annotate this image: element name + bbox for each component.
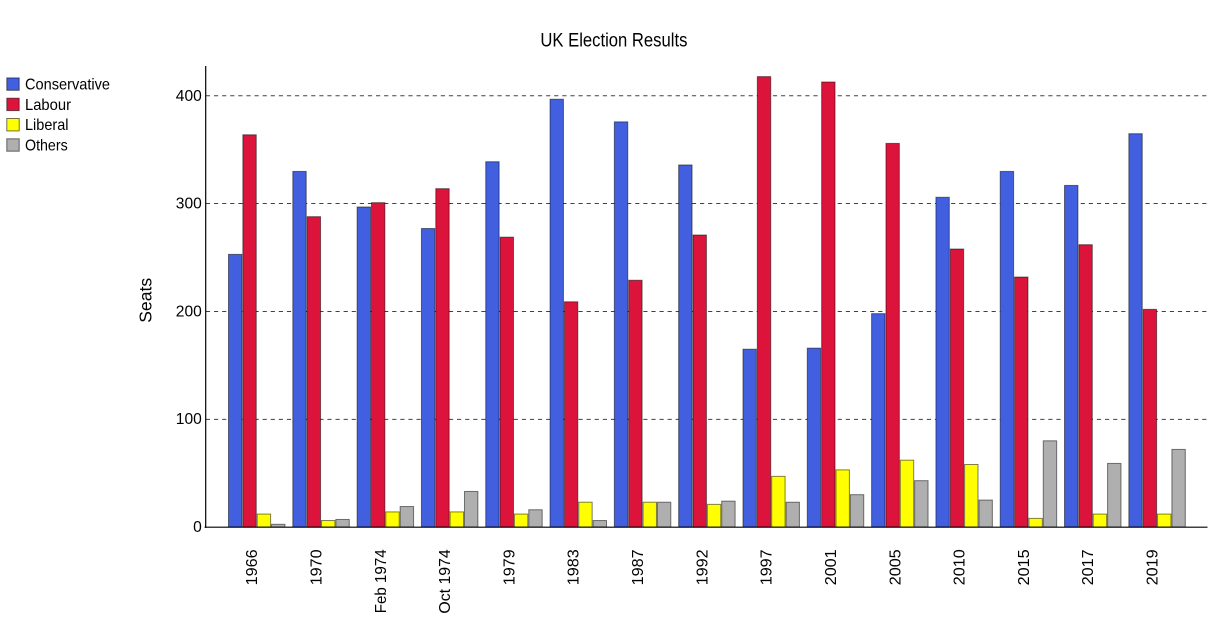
svg-text:2005: 2005 xyxy=(887,549,904,585)
svg-text:1987: 1987 xyxy=(630,549,647,585)
svg-text:2019: 2019 xyxy=(1145,549,1162,585)
svg-text:1966: 1966 xyxy=(244,549,261,585)
svg-text:400: 400 xyxy=(176,88,202,105)
svg-text:2010: 2010 xyxy=(952,549,969,585)
svg-text:Oct 1974: Oct 1974 xyxy=(437,549,454,614)
svg-text:Feb 1974: Feb 1974 xyxy=(373,549,390,613)
svg-text:2001: 2001 xyxy=(823,549,840,585)
svg-text:200: 200 xyxy=(176,303,202,320)
svg-text:2015: 2015 xyxy=(1016,549,1033,585)
svg-text:Seats: Seats xyxy=(135,278,155,323)
svg-text:100: 100 xyxy=(176,411,202,428)
svg-text:0: 0 xyxy=(193,519,202,536)
svg-text:Liberal: Liberal xyxy=(25,117,69,134)
svg-text:Conservative: Conservative xyxy=(25,77,110,94)
svg-text:1970: 1970 xyxy=(309,549,326,585)
svg-text:1992: 1992 xyxy=(694,549,711,585)
svg-text:2017: 2017 xyxy=(1080,549,1097,585)
svg-text:1997: 1997 xyxy=(759,549,776,585)
svg-text:1979: 1979 xyxy=(501,549,518,585)
svg-text:Labour: Labour xyxy=(25,97,71,114)
svg-text:1983: 1983 xyxy=(566,549,583,585)
svg-text:Others: Others xyxy=(25,138,68,155)
svg-text:UK Election Results: UK Election Results xyxy=(540,30,687,52)
svg-text:300: 300 xyxy=(176,196,202,213)
